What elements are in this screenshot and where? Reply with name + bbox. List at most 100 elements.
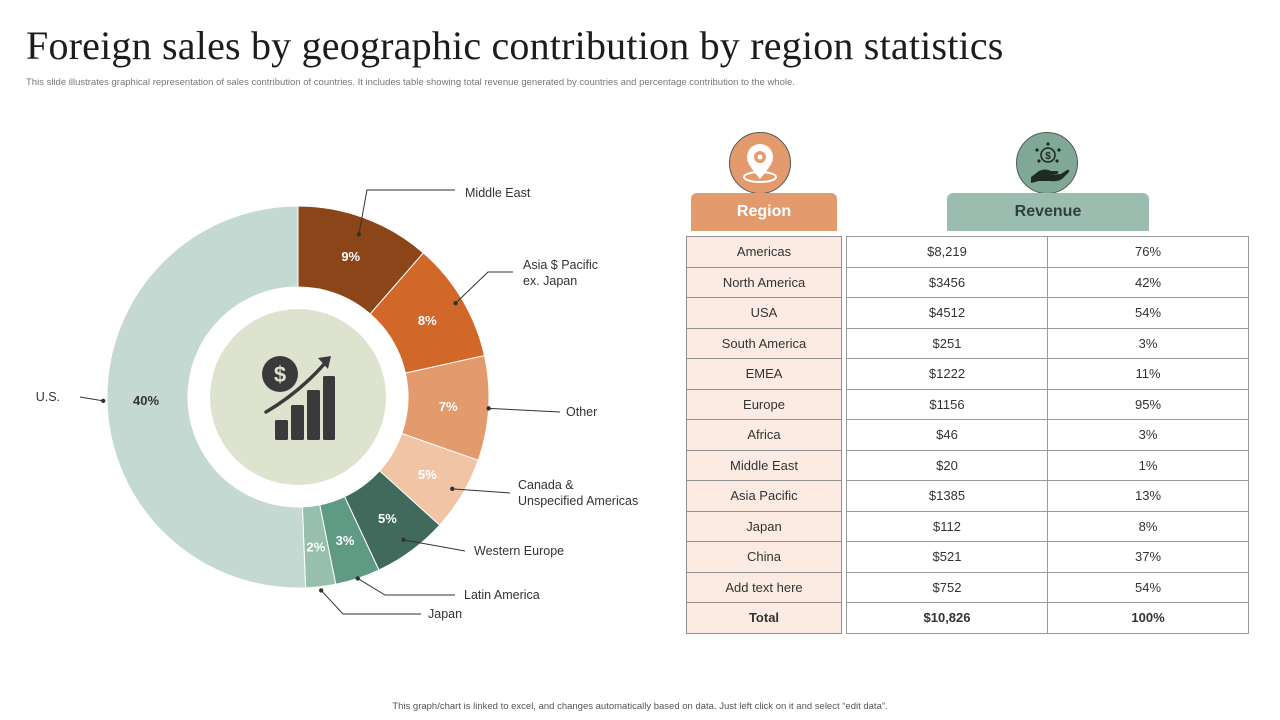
revenue-cell: $752: [846, 571, 1048, 603]
revenue-row: $521 37%: [846, 541, 1249, 573]
callout-line: [452, 488, 511, 494]
region-cell: Total: [686, 602, 842, 634]
region-row: Africa: [686, 419, 842, 451]
revenue-cell: $251: [846, 327, 1048, 359]
slice-category-label: Other: [566, 405, 597, 419]
slice-value-label: 7%: [439, 399, 458, 414]
revenue-header: Revenue: [947, 193, 1149, 231]
region-row: Americas: [686, 236, 842, 268]
region-row: South America: [686, 327, 842, 359]
region-row: Add text here: [686, 571, 842, 603]
region-cell: North America: [686, 266, 842, 298]
slice-category-label: Asia $ Pacific: [523, 258, 598, 272]
region-cell: USA: [686, 297, 842, 329]
donut-chart: $ 9% 8% 7% 5% 5% 3% 2% 40% Middle East Asia $ Pa…: [36, 186, 639, 621]
region-row: Asia Pacific: [686, 480, 842, 512]
region-row: North America: [686, 266, 842, 298]
slice-category-label: Middle East: [465, 186, 531, 200]
slice-value-label: 40%: [133, 393, 159, 408]
revenue-cell: $8,219: [846, 236, 1048, 268]
slice-category-label: U.S.: [36, 390, 60, 404]
revenue-cell: $521: [846, 541, 1048, 573]
footer-note: This graph/chart is linked to excel, and…: [392, 701, 888, 712]
revenue-cell: $20: [846, 449, 1048, 481]
svg-text:$: $: [1045, 151, 1051, 162]
slice-category-label: Western Europe: [474, 544, 564, 558]
donut-center-disc: [210, 309, 386, 485]
percent-cell: 37%: [1047, 541, 1249, 573]
slice-category-label: ex. Japan: [523, 274, 577, 288]
percent-cell: 54%: [1047, 297, 1249, 329]
revenue-row: $1222 11%: [846, 358, 1249, 390]
slice-category-label: Japan: [428, 607, 462, 621]
slice-callouts: Middle East Asia $ Pacific ex. Japan Other C…: [36, 186, 639, 621]
slice-value-label: 3%: [336, 533, 355, 548]
region-total-row: Total: [686, 602, 842, 634]
percent-cell: 42%: [1047, 266, 1249, 298]
region-row: USA: [686, 297, 842, 329]
region-cell: Add text here: [686, 571, 842, 603]
region-cell: South America: [686, 327, 842, 359]
revenue-row: $1156 95%: [846, 388, 1249, 420]
revenue-cell: $1385: [846, 480, 1048, 512]
revenue-row: $1385 13%: [846, 480, 1249, 512]
slice-value-label: 5%: [418, 467, 437, 482]
slice-value-label: 8%: [418, 313, 437, 328]
svg-text:$: $: [274, 362, 286, 387]
page-title: Foreign sales by geographic contribution…: [26, 23, 1004, 68]
callout-line: [79, 396, 104, 402]
callout-dot: [401, 537, 406, 543]
region-cell: EMEA: [686, 358, 842, 390]
region-row: China: [686, 541, 842, 573]
revenue-cell: $1222: [846, 358, 1048, 390]
revenue-row: $752 54%: [846, 571, 1249, 603]
slice-value-label: 5%: [378, 511, 397, 526]
revenue-row: $8,219 76%: [846, 236, 1249, 268]
region-cell: China: [686, 541, 842, 573]
revenue-cell: $3456: [846, 266, 1048, 298]
percent-cell: 3%: [1047, 327, 1249, 359]
region-cell: Europe: [686, 388, 842, 420]
callout-line: [357, 577, 455, 596]
revenue-row: $4512 54%: [846, 297, 1249, 329]
revenue-row: $3456 42%: [846, 266, 1249, 298]
donut-slices: [106, 205, 490, 589]
dollar-growth-chart-icon: $: [262, 356, 335, 440]
revenue-cell: $10,826: [846, 602, 1048, 634]
slice-category-label: Latin America: [464, 588, 540, 602]
slice-value-label: 2%: [307, 539, 326, 554]
percent-cell: 13%: [1047, 480, 1249, 512]
region-row: Japan: [686, 510, 842, 542]
callout-dot: [450, 486, 455, 492]
region-cell: Africa: [686, 419, 842, 451]
slice-category-label: Canada &: [518, 478, 574, 492]
revenue-cell: $4512: [846, 297, 1048, 329]
revenue-row: $46 3%: [846, 419, 1249, 451]
region-row: EMEA: [686, 358, 842, 390]
slice-category-label: Unspecified Americas: [518, 494, 638, 508]
location-pin-icon: [743, 144, 777, 183]
slice-value-label: 9%: [341, 249, 360, 264]
callout-line: [358, 189, 455, 235]
region-icon-circle: [729, 132, 791, 194]
percent-cell: 76%: [1047, 236, 1249, 268]
percent-cell: 95%: [1047, 388, 1249, 420]
revenue-row: $20 1%: [846, 449, 1249, 481]
region-cell: Japan: [686, 510, 842, 542]
callout-dot: [486, 406, 491, 411]
region-header: Region: [691, 193, 837, 231]
revenue-cell: $46: [846, 419, 1048, 451]
revenue-icon-circle: $: [1016, 132, 1078, 194]
region-table: Americas North America USA South America EME…: [686, 236, 842, 634]
percent-cell: 3%: [1047, 419, 1249, 451]
percent-cell: 1%: [1047, 449, 1249, 481]
page-subtitle: This slide illustrates graphical represe…: [26, 77, 795, 88]
revenue-total-row: $10,826 100%: [846, 602, 1249, 634]
percent-cell: 100%: [1047, 602, 1249, 634]
callout-dot: [356, 232, 362, 237]
callout-dot: [101, 398, 106, 404]
revenue-row: $112 8%: [846, 510, 1249, 542]
slice-value-labels: 9% 8% 7% 5% 5% 3% 2% 40%: [133, 249, 458, 554]
region-cell: Asia Pacific: [686, 480, 842, 512]
callout-line: [488, 407, 561, 413]
